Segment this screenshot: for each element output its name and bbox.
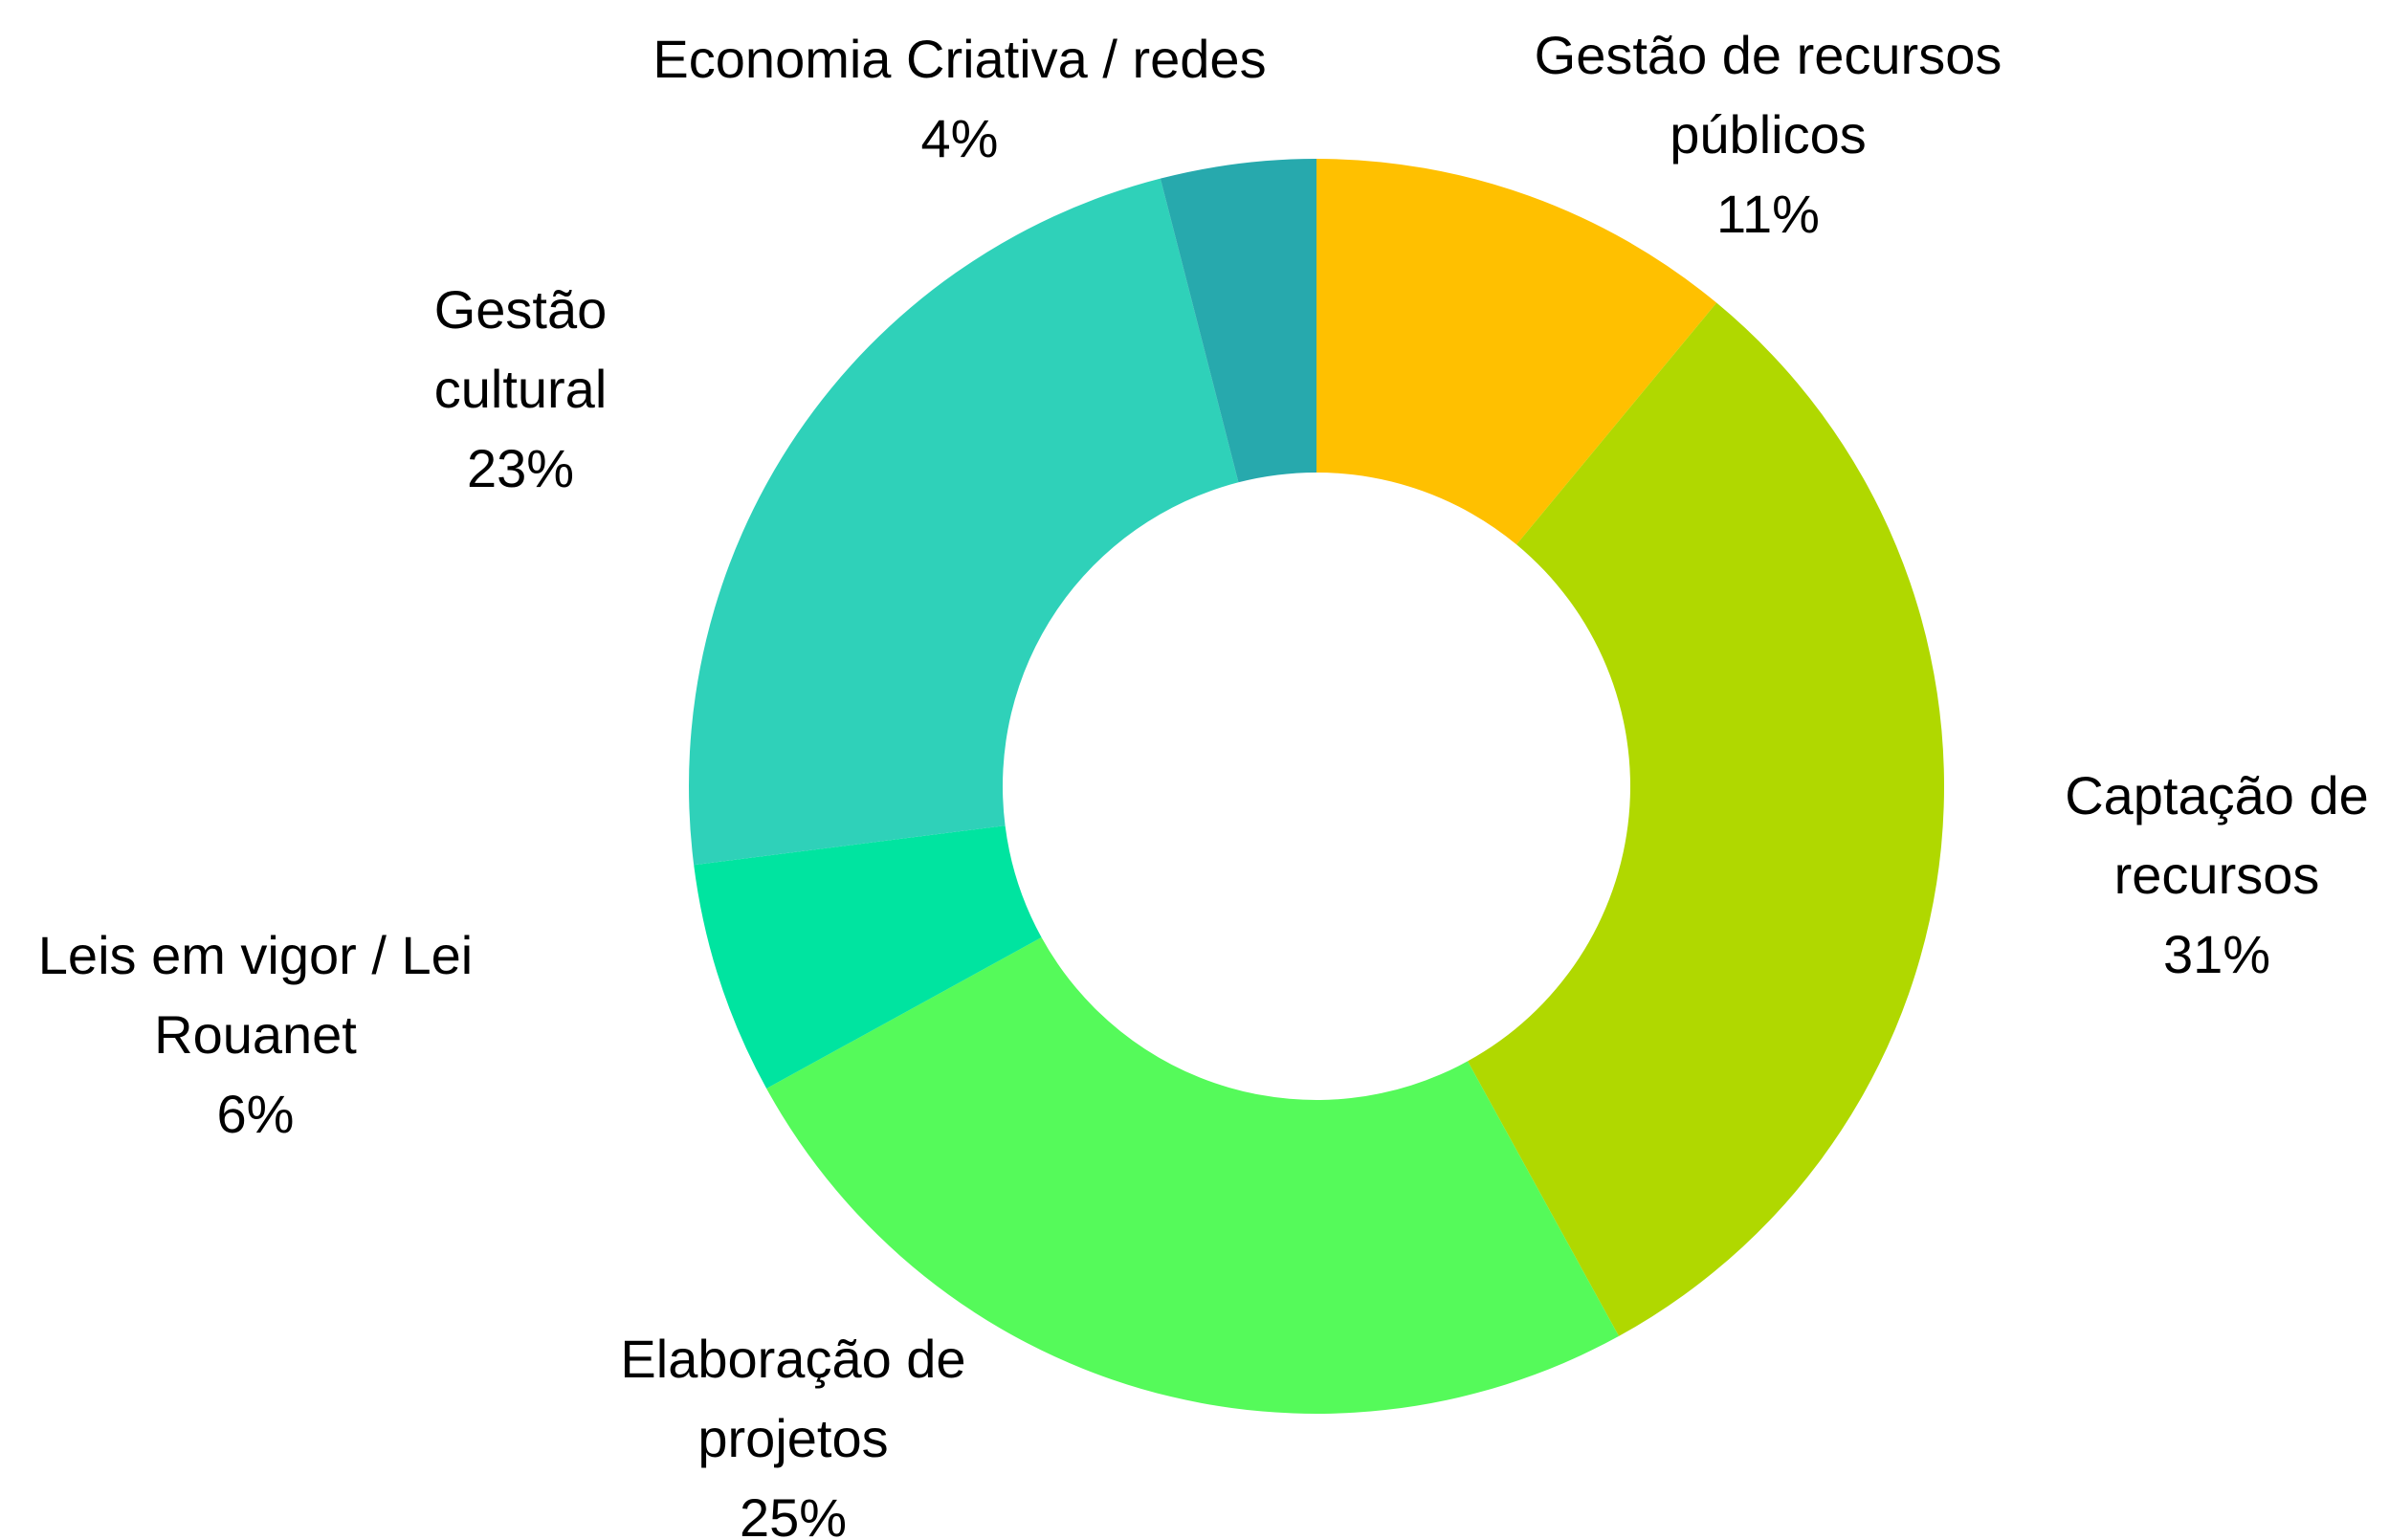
- donut-segment: [1316, 159, 1717, 545]
- donut-segment: [694, 825, 1042, 1089]
- segment-label: Economia Criativa / redes 4%: [615, 19, 1304, 178]
- segment-label: Elaboração de projetos 25%: [602, 1319, 984, 1540]
- donut-segment: [1160, 159, 1316, 483]
- value-label: 11%: [1716, 184, 1820, 244]
- category-label: Captação de recursos: [2065, 765, 2369, 905]
- category-label: Gestão cultural: [433, 279, 608, 419]
- segment-label: Gestão de recursos públicos 11%: [1510, 15, 2026, 253]
- donut-segment: [766, 937, 1620, 1414]
- category-label: Gestão de recursos públicos: [1534, 25, 2002, 165]
- donut-segment: [1468, 302, 1944, 1336]
- category-label: Economia Criativa / redes: [653, 29, 1267, 89]
- value-label: 31%: [2162, 924, 2271, 984]
- category-label: Leis em vigor / Lei Rouanet: [37, 925, 474, 1065]
- value-label: 6%: [216, 1084, 295, 1144]
- segment-label: Gestão cultural 23%: [415, 270, 626, 508]
- value-label: 4%: [920, 108, 999, 168]
- category-label: Elaboração de projetos: [620, 1329, 966, 1468]
- donut-segment: [689, 178, 1239, 866]
- segment-label: Captação de recursos 31%: [2045, 756, 2389, 994]
- value-label: 25%: [739, 1487, 848, 1540]
- segment-label: Leis em vigor / Lei Rouanet 6%: [16, 915, 495, 1154]
- value-label: 23%: [466, 438, 575, 498]
